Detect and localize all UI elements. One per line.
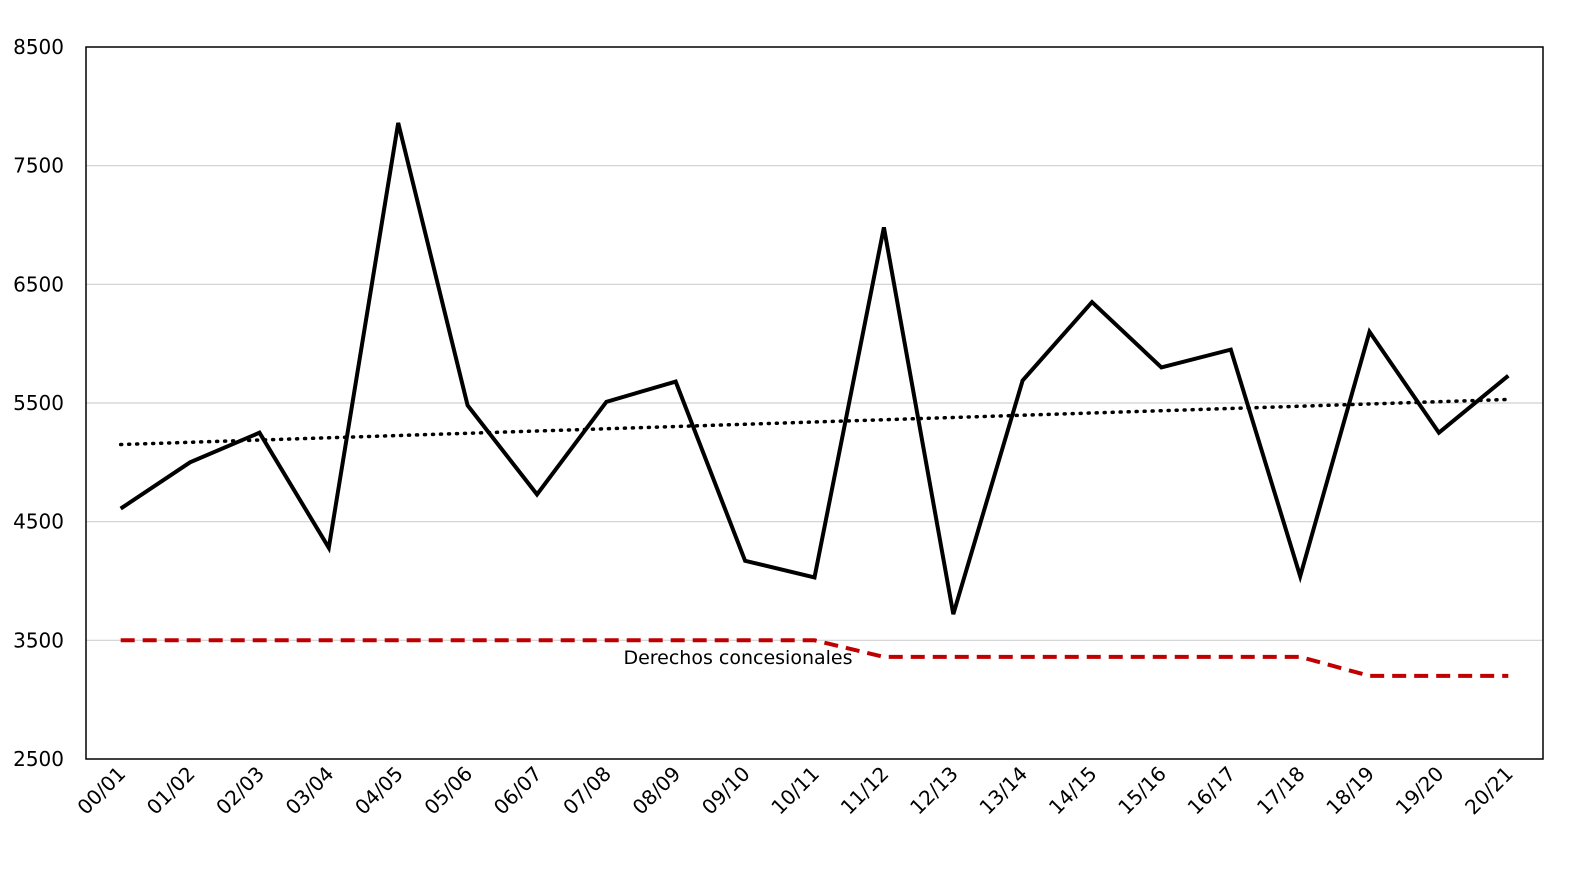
x-tick-label: 03/04	[281, 762, 339, 820]
x-tick-label: 06/07	[489, 762, 547, 820]
x-tick-label: 04/05	[350, 762, 408, 820]
x-tick-label: 16/17	[1183, 762, 1241, 820]
series-layer	[118, 122, 1511, 678]
x-tick-label: 11/12	[836, 762, 894, 820]
x-tick-label: 14/15	[1044, 762, 1102, 820]
y-tick-label: 8500	[13, 35, 64, 59]
y-tick-label: 4500	[13, 510, 64, 534]
y-tick-label: 2500	[13, 747, 64, 771]
x-tick-label: 18/19	[1321, 762, 1379, 820]
x-tick-label: 09/10	[697, 762, 755, 820]
x-tick-label: 02/03	[211, 762, 269, 820]
y-tick-label: 3500	[13, 628, 64, 652]
x-tick-label: 20/21	[1460, 762, 1518, 820]
trend-line	[118, 397, 1511, 447]
x-tick-label: 10/11	[766, 762, 824, 820]
y-tick-label: 7500	[13, 154, 64, 178]
x-tick-label: 12/13	[905, 762, 963, 820]
x-tick-label: 00/01	[72, 762, 130, 820]
x-axis-ticks: 00/01 01/02 02/03 03/04 04/05 05/06 06/07 07/08…	[72, 762, 1517, 820]
y-tick-label: 5500	[13, 391, 64, 415]
x-tick-label: 05/06	[419, 762, 477, 820]
annotation-derechos-concesionales: Derechos concesionales	[623, 647, 852, 669]
x-tick-label: 08/09	[628, 762, 686, 820]
x-tick-label: 07/08	[558, 762, 616, 820]
y-axis-ticks: 2500 3500 4500 5500 6500 7500 8500	[13, 35, 64, 771]
x-tick-label: 13/14	[974, 762, 1032, 820]
plot-area-frame	[85, 46, 1544, 760]
y-tick-label: 6500	[13, 272, 64, 296]
series-line-main	[119, 122, 1510, 615]
x-tick-label: 17/18	[1252, 762, 1310, 820]
x-tick-label: 01/02	[142, 762, 200, 820]
gridlines	[86, 165, 1543, 641]
x-tick-label: 15/16	[1113, 762, 1171, 820]
x-tick-label: 19/20	[1391, 762, 1449, 820]
